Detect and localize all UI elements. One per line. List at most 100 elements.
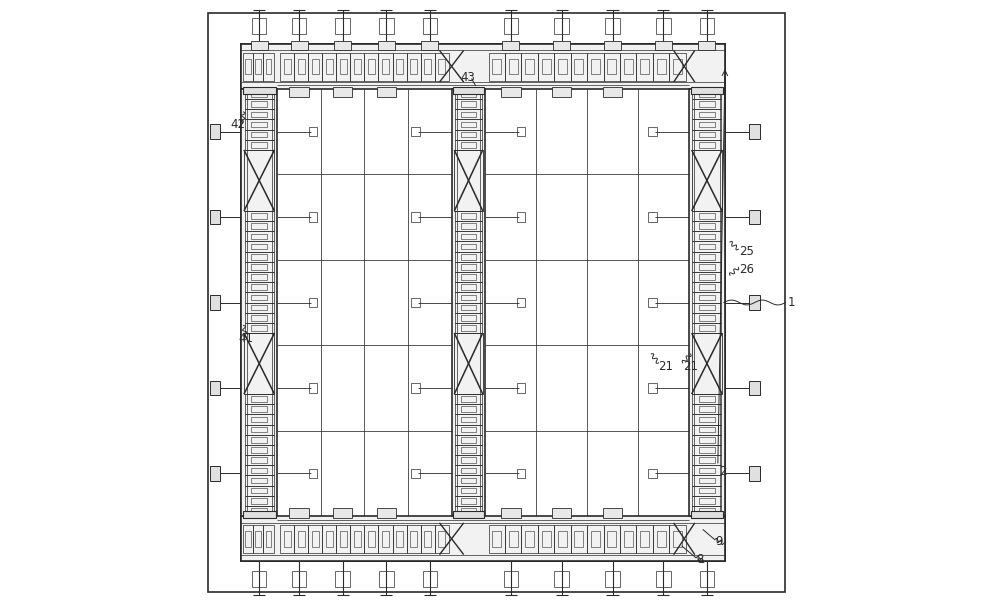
Bar bbox=[253, 53, 263, 81]
Bar bbox=[552, 87, 571, 97]
Bar bbox=[453, 87, 484, 94]
Bar bbox=[699, 284, 715, 290]
Bar bbox=[255, 59, 261, 74]
Bar bbox=[393, 525, 407, 553]
Bar bbox=[692, 89, 721, 99]
Bar bbox=[210, 466, 220, 480]
Bar bbox=[438, 59, 445, 74]
Bar bbox=[251, 508, 267, 514]
Bar bbox=[657, 59, 666, 74]
Bar bbox=[461, 223, 476, 229]
Bar bbox=[455, 404, 482, 414]
Bar bbox=[574, 59, 583, 74]
Bar bbox=[699, 132, 715, 137]
Bar bbox=[605, 571, 620, 587]
Bar bbox=[699, 91, 715, 97]
Bar bbox=[636, 525, 653, 553]
Bar bbox=[411, 212, 420, 222]
Bar bbox=[692, 404, 721, 414]
Bar bbox=[699, 111, 715, 117]
Bar bbox=[245, 404, 274, 414]
Bar bbox=[624, 531, 633, 547]
Bar bbox=[280, 53, 294, 81]
Bar bbox=[461, 102, 476, 107]
Bar bbox=[461, 396, 476, 402]
Bar bbox=[245, 252, 274, 262]
Bar bbox=[245, 59, 251, 74]
Bar bbox=[461, 111, 476, 117]
Bar bbox=[552, 508, 571, 518]
Bar bbox=[410, 531, 417, 547]
Bar bbox=[640, 59, 649, 74]
Bar bbox=[699, 468, 715, 473]
Bar bbox=[455, 110, 482, 119]
Bar bbox=[294, 525, 308, 553]
Bar bbox=[461, 498, 476, 503]
Bar bbox=[245, 231, 274, 241]
Bar bbox=[461, 234, 476, 239]
Bar bbox=[251, 447, 267, 453]
Bar bbox=[421, 53, 435, 81]
Bar bbox=[640, 531, 649, 547]
Bar bbox=[517, 468, 525, 478]
Bar bbox=[692, 272, 721, 282]
Bar bbox=[689, 89, 725, 516]
Bar bbox=[692, 252, 721, 262]
Bar bbox=[335, 18, 350, 34]
Bar bbox=[455, 282, 482, 292]
Bar bbox=[461, 315, 476, 321]
Bar bbox=[377, 87, 396, 97]
Bar bbox=[509, 531, 518, 547]
Bar bbox=[692, 323, 721, 333]
Bar bbox=[435, 525, 449, 553]
Bar bbox=[604, 53, 620, 81]
Bar bbox=[648, 127, 657, 137]
Bar bbox=[648, 212, 657, 222]
Text: 26: 26 bbox=[739, 263, 754, 276]
Bar bbox=[252, 18, 266, 34]
Bar bbox=[455, 272, 482, 282]
Bar bbox=[368, 531, 375, 547]
Bar bbox=[251, 498, 267, 503]
Bar bbox=[749, 125, 760, 139]
Bar bbox=[423, 18, 437, 34]
Bar bbox=[251, 295, 267, 300]
Text: 2: 2 bbox=[719, 465, 727, 479]
Bar bbox=[517, 212, 525, 222]
Text: 1: 1 bbox=[787, 296, 795, 309]
Bar bbox=[504, 571, 518, 587]
Bar bbox=[636, 53, 653, 81]
Bar bbox=[692, 302, 721, 313]
Text: 41: 41 bbox=[239, 332, 254, 345]
Bar bbox=[251, 478, 267, 483]
Bar bbox=[692, 486, 721, 495]
Bar bbox=[241, 89, 277, 516]
Bar bbox=[554, 571, 569, 587]
Bar bbox=[245, 425, 274, 435]
Bar bbox=[336, 53, 350, 81]
Bar bbox=[251, 223, 267, 229]
Bar bbox=[284, 531, 291, 547]
Bar bbox=[521, 525, 538, 553]
Bar bbox=[699, 396, 715, 402]
Bar bbox=[461, 295, 476, 300]
Bar bbox=[699, 244, 715, 249]
Bar bbox=[461, 468, 476, 473]
Bar bbox=[699, 325, 715, 331]
Bar bbox=[244, 150, 274, 211]
Bar bbox=[605, 18, 620, 34]
Bar bbox=[653, 53, 669, 81]
Bar bbox=[245, 495, 274, 506]
Bar bbox=[461, 447, 476, 453]
Bar bbox=[326, 531, 333, 547]
Bar bbox=[396, 531, 403, 547]
Bar bbox=[333, 87, 352, 97]
Bar bbox=[461, 132, 476, 137]
Bar bbox=[699, 305, 715, 310]
Bar bbox=[251, 457, 267, 463]
Bar bbox=[377, 508, 396, 518]
Bar bbox=[692, 262, 721, 272]
Bar bbox=[521, 53, 538, 81]
Bar bbox=[461, 122, 476, 127]
Bar bbox=[692, 150, 722, 211]
